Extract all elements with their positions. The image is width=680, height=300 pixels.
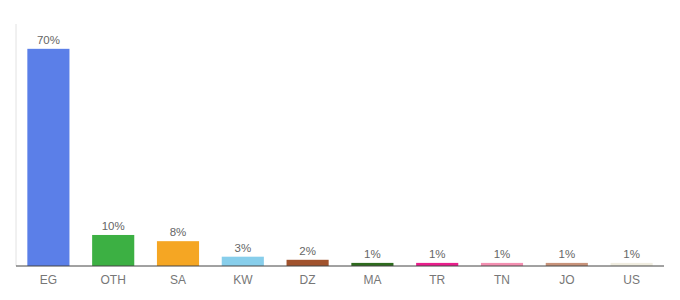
x-tick-label: SA <box>170 273 186 287</box>
data-label: 8% <box>170 226 187 238</box>
x-tick-label: OTH <box>101 273 126 287</box>
bars <box>27 49 652 266</box>
bar <box>157 241 199 266</box>
data-label: 3% <box>234 242 251 254</box>
x-tick-label: EG <box>40 273 57 287</box>
chart-container: 70% 10% 8% 3% 2% 1% 1% 1% 1% 1% EG OTH SA KW DZ MA TR TN J… <box>0 0 680 300</box>
x-tick-label: MA <box>363 273 381 287</box>
data-label: 1% <box>494 248 511 260</box>
y-axis-line <box>16 24 17 266</box>
data-label: 1% <box>623 248 640 260</box>
data-label: 1% <box>429 248 446 260</box>
data-label: 70% <box>37 34 60 46</box>
data-label: 1% <box>364 248 381 260</box>
x-tick-label: JO <box>559 273 574 287</box>
x-tick-label: KW <box>233 273 253 287</box>
bar <box>27 49 69 266</box>
bar <box>287 260 329 266</box>
chart-svg: 70% 10% 8% 3% 2% 1% 1% 1% 1% 1% EG OTH SA KW DZ MA TR TN J… <box>0 0 680 300</box>
x-tick-label: US <box>623 273 640 287</box>
x-tick-label: DZ <box>300 273 316 287</box>
data-label: 10% <box>102 220 125 232</box>
data-label: 1% <box>558 248 575 260</box>
x-tick-label: TR <box>429 273 445 287</box>
x-tick-labels: EG OTH SA KW DZ MA TR TN JO US <box>40 273 640 287</box>
bar <box>222 257 264 266</box>
x-axis-line <box>16 266 664 267</box>
bar <box>92 235 134 266</box>
data-label: 2% <box>299 245 316 257</box>
x-tick-label: TN <box>494 273 510 287</box>
data-labels: 70% 10% 8% 3% 2% 1% 1% 1% 1% 1% <box>37 34 640 260</box>
